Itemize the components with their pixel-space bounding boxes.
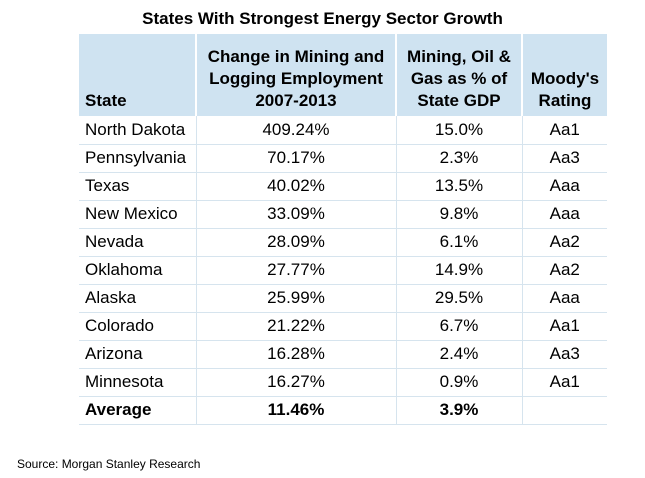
cell-moodys-rating: Aa1 (521, 312, 607, 341)
cell-state: Pennsylvania (79, 144, 196, 173)
average-row: Average 11.46% 3.9% (79, 396, 607, 425)
table-row: New Mexico 33.09% 9.8% Aaa (79, 200, 607, 229)
cell-moodys-rating: Aaa (521, 284, 607, 313)
cell-moodys-rating: Aa3 (521, 340, 607, 369)
table-row: Pennsylvania 70.17% 2.3% Aa3 (79, 144, 607, 173)
column-header-employment-change: Change in Mining and Logging Employment … (195, 34, 396, 116)
cell-gdp-share: 13.5% (395, 172, 522, 201)
cell-moodys-rating: Aaa (521, 172, 607, 201)
cell-gdp-share: 2.4% (395, 340, 522, 369)
average-employment-change: 11.46% (195, 396, 396, 425)
table-row: North Dakota 409.24% 15.0% Aa1 (79, 116, 607, 145)
cell-state: North Dakota (79, 116, 196, 145)
table-header-row: State Change in Mining and Logging Emplo… (79, 34, 607, 116)
cell-moodys-rating: Aa2 (521, 228, 607, 257)
cell-moodys-rating: Aa3 (521, 144, 607, 173)
table-row: Alaska 25.99% 29.5% Aaa (79, 284, 607, 313)
table-row: Nevada 28.09% 6.1% Aa2 (79, 228, 607, 257)
table-row: Oklahoma 27.77% 14.9% Aa2 (79, 256, 607, 285)
cell-moodys-rating: Aa2 (521, 256, 607, 285)
column-header-gdp-share: Mining, Oil & Gas as % of State GDP (395, 34, 522, 116)
cell-employment-change: 27.77% (195, 256, 396, 285)
table-row: Arizona 16.28% 2.4% Aa3 (79, 340, 607, 369)
cell-employment-change: 409.24% (195, 116, 396, 145)
cell-moodys-rating: Aa1 (521, 116, 607, 145)
average-label: Average (79, 396, 196, 425)
cell-gdp-share: 6.7% (395, 312, 522, 341)
cell-employment-change: 40.02% (195, 172, 396, 201)
cell-employment-change: 70.17% (195, 144, 396, 173)
cell-employment-change: 16.28% (195, 340, 396, 369)
cell-state: New Mexico (79, 200, 196, 229)
cell-employment-change: 28.09% (195, 228, 396, 257)
average-moodys-rating (521, 396, 607, 425)
cell-employment-change: 21.22% (195, 312, 396, 341)
average-gdp-share: 3.9% (395, 396, 522, 425)
cell-state: Nevada (79, 228, 196, 257)
chart-title: States With Strongest Energy Sector Grow… (142, 9, 503, 28)
cell-gdp-share: 0.9% (395, 368, 522, 397)
cell-state: Arizona (79, 340, 196, 369)
cell-moodys-rating: Aaa (521, 200, 607, 229)
source-note: Source: Morgan Stanley Research (17, 457, 201, 471)
cell-gdp-share: 14.9% (395, 256, 522, 285)
cell-gdp-share: 15.0% (395, 116, 522, 145)
cell-moodys-rating: Aa1 (521, 368, 607, 397)
cell-state: Oklahoma (79, 256, 196, 285)
energy-growth-table: State Change in Mining and Logging Emplo… (79, 34, 607, 425)
cell-state: Minnesota (79, 368, 196, 397)
table-row: Texas 40.02% 13.5% Aaa (79, 172, 607, 201)
column-header-state: State (79, 34, 196, 116)
cell-state: Alaska (79, 284, 196, 313)
cell-state: Texas (79, 172, 196, 201)
table-body: North Dakota 409.24% 15.0% Aa1 Pennsylvania 7… (79, 116, 607, 425)
table-row: Minnesota 16.27% 0.9% Aa1 (79, 368, 607, 397)
cell-employment-change: 25.99% (195, 284, 396, 313)
cell-gdp-share: 9.8% (395, 200, 522, 229)
cell-state: Colorado (79, 312, 196, 341)
cell-gdp-share: 6.1% (395, 228, 522, 257)
cell-employment-change: 33.09% (195, 200, 396, 229)
cell-gdp-share: 2.3% (395, 144, 522, 173)
cell-employment-change: 16.27% (195, 368, 396, 397)
table-row: Colorado 21.22% 6.7% Aa1 (79, 312, 607, 341)
column-header-moodys-rating: Moody's Rating (521, 34, 607, 116)
cell-gdp-share: 29.5% (395, 284, 522, 313)
